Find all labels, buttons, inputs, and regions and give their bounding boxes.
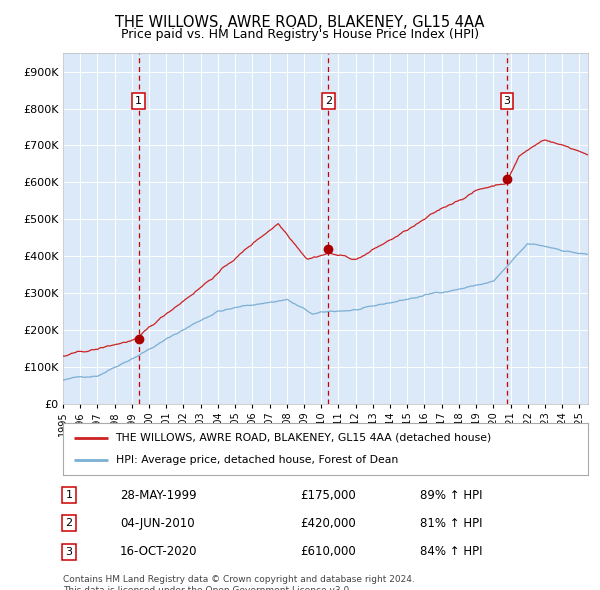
Text: THE WILLOWS, AWRE ROAD, BLAKENEY, GL15 4AA: THE WILLOWS, AWRE ROAD, BLAKENEY, GL15 4…	[115, 15, 485, 30]
Text: 84% ↑ HPI: 84% ↑ HPI	[420, 545, 482, 558]
Text: HPI: Average price, detached house, Forest of Dean: HPI: Average price, detached house, Fore…	[115, 455, 398, 466]
Text: 81% ↑ HPI: 81% ↑ HPI	[420, 517, 482, 530]
Text: £610,000: £610,000	[300, 545, 356, 558]
Text: 16-OCT-2020: 16-OCT-2020	[120, 545, 197, 558]
Text: 3: 3	[65, 547, 73, 556]
Text: £175,000: £175,000	[300, 489, 356, 502]
Text: 28-MAY-1999: 28-MAY-1999	[120, 489, 197, 502]
Text: 1: 1	[65, 490, 73, 500]
Text: Price paid vs. HM Land Registry's House Price Index (HPI): Price paid vs. HM Land Registry's House …	[121, 28, 479, 41]
Text: 2: 2	[65, 519, 73, 528]
Text: Contains HM Land Registry data © Crown copyright and database right 2024.
This d: Contains HM Land Registry data © Crown c…	[63, 575, 415, 590]
Text: 04-JUN-2010: 04-JUN-2010	[120, 517, 194, 530]
Text: 89% ↑ HPI: 89% ↑ HPI	[420, 489, 482, 502]
Text: THE WILLOWS, AWRE ROAD, BLAKENEY, GL15 4AA (detached house): THE WILLOWS, AWRE ROAD, BLAKENEY, GL15 4…	[115, 432, 492, 442]
Text: £420,000: £420,000	[300, 517, 356, 530]
Text: 2: 2	[325, 96, 332, 106]
Text: 1: 1	[135, 96, 142, 106]
Text: 3: 3	[503, 96, 511, 106]
